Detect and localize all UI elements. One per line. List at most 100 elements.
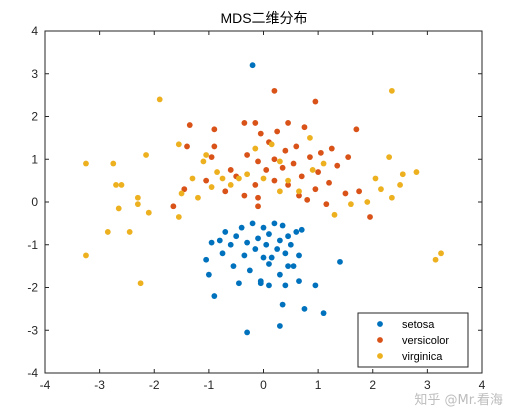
data-point [296, 278, 302, 284]
data-point [184, 143, 190, 150]
data-point [252, 182, 259, 188]
data-point [255, 194, 261, 201]
data-point [200, 158, 207, 165]
x-tick-label: -4 [40, 378, 51, 392]
y-tick-label: 2 [31, 110, 38, 124]
y-tick-label: -4 [27, 366, 38, 380]
y-tick-label: -1 [27, 238, 38, 252]
data-point [252, 246, 259, 252]
data-point [170, 203, 177, 210]
data-point [208, 239, 215, 246]
data-point [312, 186, 319, 193]
data-point [241, 252, 248, 259]
x-tick-label: 0 [260, 378, 267, 392]
series-versicolor [170, 87, 373, 220]
data-point [263, 241, 270, 248]
data-point [230, 263, 237, 270]
data-point [298, 226, 305, 233]
data-point [222, 188, 229, 195]
data-point [397, 182, 403, 188]
data-point [399, 171, 406, 178]
data-point [334, 162, 341, 169]
data-point [211, 126, 218, 133]
data-point [282, 250, 289, 257]
data-point [186, 122, 193, 128]
data-point [356, 188, 362, 195]
y-tick-label: 1 [31, 152, 38, 166]
data-point [296, 192, 302, 199]
data-point [266, 231, 272, 237]
data-point [145, 209, 152, 216]
data-point [255, 203, 261, 210]
data-point [246, 267, 253, 274]
legend-label: setosa [402, 319, 435, 331]
data-point [268, 141, 275, 148]
data-point [304, 196, 311, 203]
data-point [298, 173, 305, 180]
data-point [279, 222, 286, 229]
data-point [252, 145, 259, 152]
data-point [432, 256, 439, 263]
data-point [364, 199, 371, 205]
data-point [413, 169, 420, 175]
data-point [271, 220, 278, 227]
data-point [219, 175, 226, 182]
data-point [279, 301, 286, 308]
data-point [279, 164, 286, 171]
x-tick-label: -3 [94, 378, 105, 392]
data-point [227, 241, 234, 248]
data-point [227, 182, 234, 188]
data-point [312, 282, 319, 289]
data-point [115, 205, 122, 212]
data-point [233, 233, 240, 240]
data-point [236, 280, 242, 287]
data-point [388, 87, 395, 94]
data-point [195, 194, 201, 201]
data-point [331, 211, 338, 218]
data-point [222, 229, 229, 235]
data-point [178, 190, 185, 197]
data-point [307, 134, 313, 141]
data-point [208, 154, 215, 161]
data-point [175, 141, 182, 148]
data-point [219, 250, 226, 257]
data-point [309, 167, 316, 173]
series-virginica [83, 87, 444, 287]
y-tick-label: -3 [27, 323, 38, 337]
data-point [263, 167, 270, 173]
data-point [388, 194, 395, 201]
data-point [345, 154, 352, 161]
x-tick-label: 4 [479, 378, 486, 392]
x-tick-label: -2 [149, 378, 160, 392]
x-tick-label: 3 [424, 378, 431, 392]
data-point [244, 152, 251, 158]
y-tick-label: 3 [31, 67, 38, 81]
data-point [260, 175, 267, 182]
data-point [203, 256, 210, 263]
data-point [290, 263, 297, 270]
data-point [312, 98, 319, 105]
data-point [244, 171, 251, 178]
legend-label: virginica [402, 351, 443, 363]
data-point [293, 229, 300, 235]
data-point [353, 126, 360, 133]
data-point [328, 145, 335, 152]
data-point [104, 229, 111, 235]
y-tick-label: 4 [31, 24, 38, 38]
data-point [271, 87, 278, 94]
data-point [241, 192, 248, 199]
data-point [274, 246, 281, 252]
data-point [260, 224, 267, 231]
data-point [255, 158, 261, 165]
data-point [323, 201, 330, 208]
data-point [285, 182, 291, 188]
legend-label: versicolor [402, 335, 449, 347]
data-point [126, 229, 133, 235]
data-point [252, 120, 259, 126]
data-point [274, 128, 281, 135]
data-point [83, 160, 89, 167]
axis-ticks: -4 -3 -2 -1 0 1 2 3 4 -4 -3 -2 -1 0 1 2 3 4 [27, 24, 485, 392]
data-point [110, 160, 117, 167]
data-point [326, 179, 332, 186]
data-point [290, 160, 297, 167]
